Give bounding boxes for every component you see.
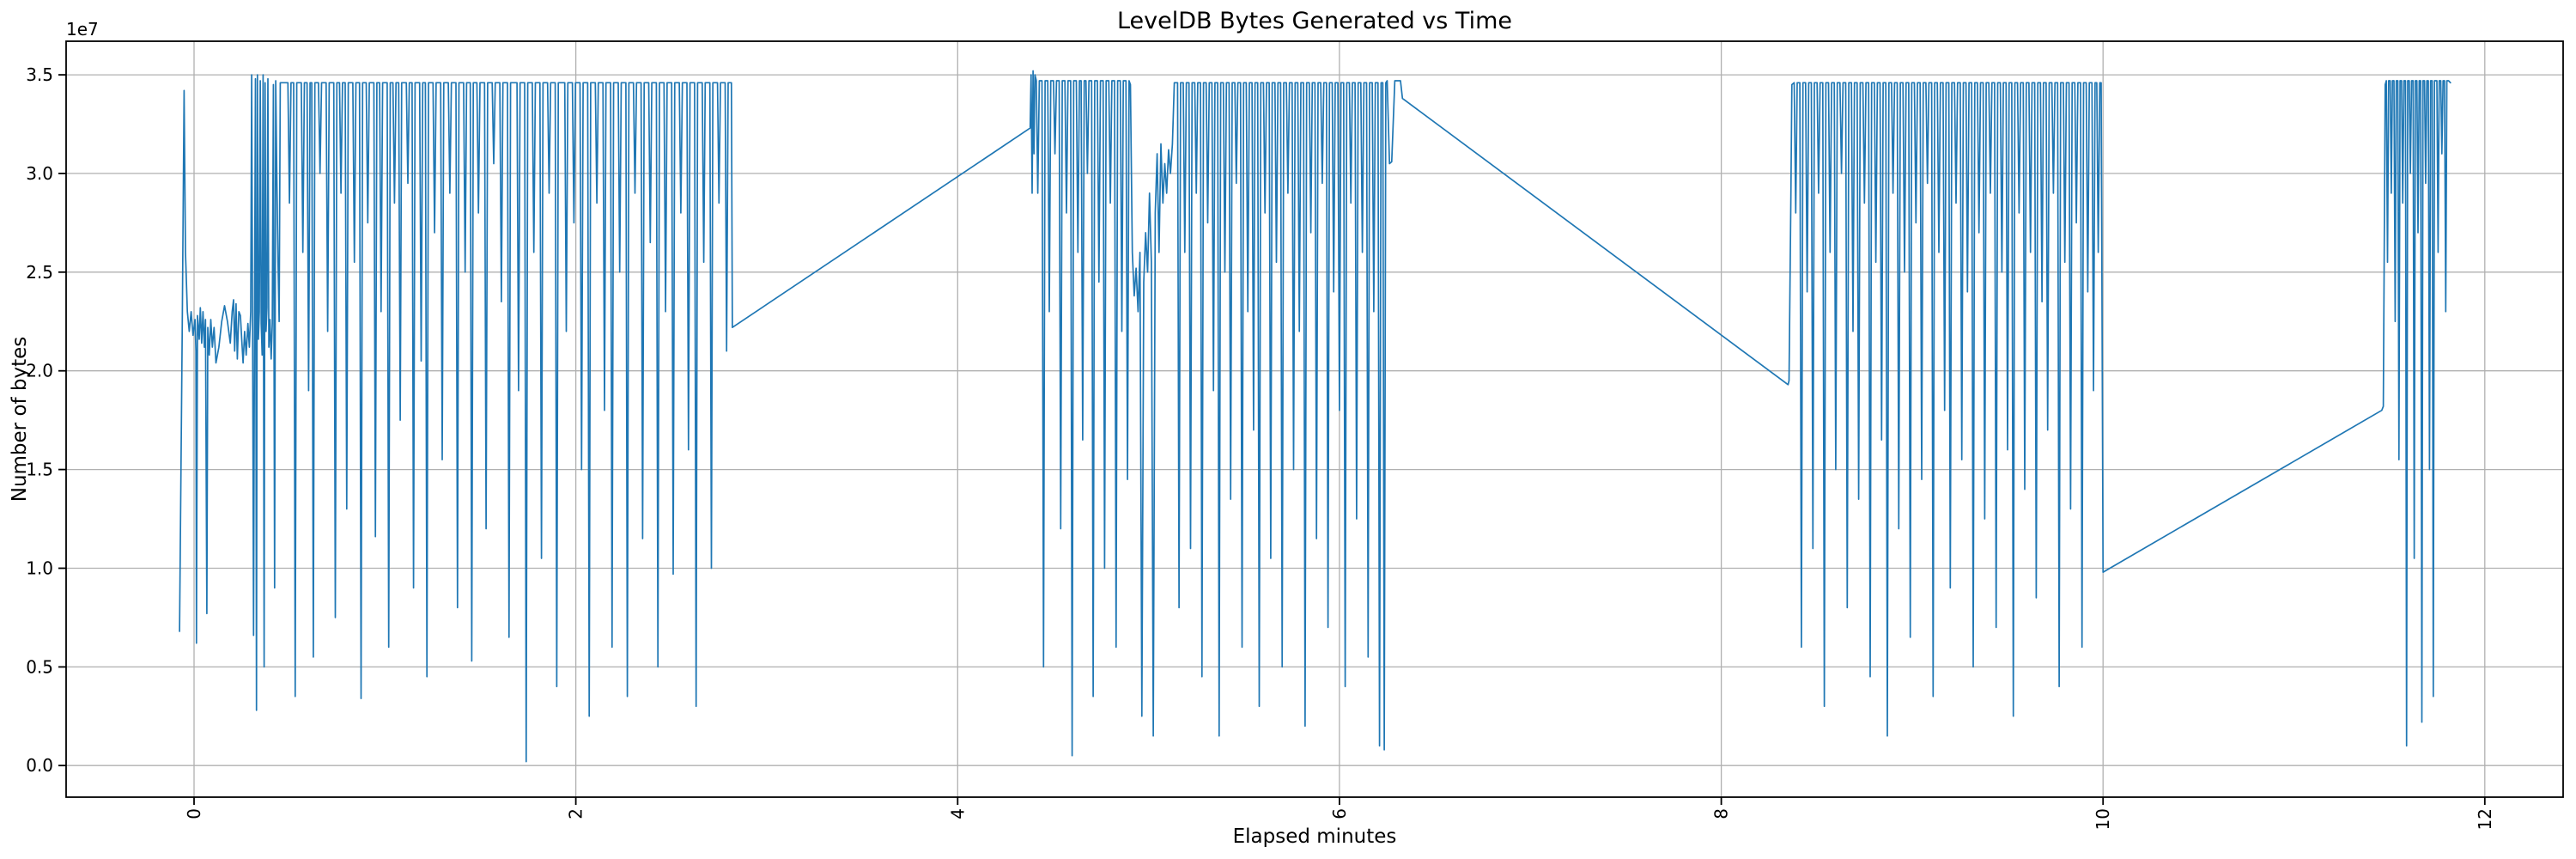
x-tick-label: 10: [2093, 808, 2113, 830]
x-tick-label: 12: [2475, 808, 2495, 830]
plot-frame: [65, 40, 2564, 798]
x-tick-label: 8: [1711, 808, 1732, 819]
x-axis-label: Elapsed minutes: [1233, 825, 1397, 848]
y-tick-label: 3.0: [26, 163, 53, 184]
x-tick-label: 6: [1329, 808, 1350, 819]
x-tick-label: 2: [566, 808, 586, 819]
y-axis-offset-text: 1e7: [66, 19, 99, 40]
chart-title: LevelDB Bytes Generated vs Time: [1117, 8, 1512, 34]
y-tick-label: 0.0: [26, 755, 53, 776]
x-tick-label: 0: [184, 808, 204, 819]
y-tick-label: 0.5: [26, 656, 53, 677]
y-tick-label: 2.5: [26, 262, 53, 283]
tick-labels: 0 2 4 6 8 10 12 0.0 0.5 1.0 1.5 2.0 2.5 3.0 3.5: [26, 64, 2495, 830]
x-tick-label: 4: [947, 808, 968, 819]
data-line-series: [179, 70, 2451, 763]
y-tick-label: 1.5: [26, 460, 53, 480]
y-axis-label: Number of bytes: [9, 337, 31, 503]
y-tick-label: 2.0: [26, 361, 53, 381]
tick-marks: [58, 74, 2486, 805]
y-tick-label: 1.0: [26, 557, 53, 578]
y-tick-label: 3.5: [26, 64, 53, 85]
